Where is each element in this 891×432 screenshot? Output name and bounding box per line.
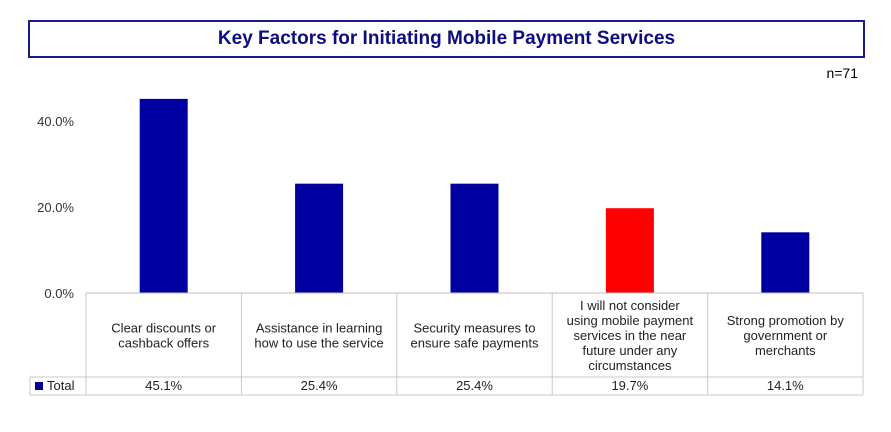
category-label: I will not consider using mobile payment s… <box>567 298 694 373</box>
legend-label: Total <box>47 378 75 393</box>
category-label: Assistance in learning how to use the ser… <box>254 321 383 351</box>
data-label: 19.7% <box>611 378 648 393</box>
category-label: Security measures to ensure safe payments <box>411 321 539 351</box>
y-tick-label: 40.0% <box>37 114 74 129</box>
data-label: 25.4% <box>301 378 338 393</box>
bar <box>605 208 654 293</box>
y-tick-label: 20.0% <box>37 200 74 215</box>
sample-size-label: n=71 <box>826 65 858 81</box>
legend-swatch <box>35 382 43 390</box>
chart-title: Key Factors for Initiating Mobile Paymen… <box>28 20 865 58</box>
category-label: Strong promotion by government or merchant… <box>727 313 845 358</box>
data-label: 25.4% <box>456 378 493 393</box>
data-label: 14.1% <box>767 378 804 393</box>
bar <box>139 98 188 293</box>
y-tick-label: 0.0% <box>44 286 74 301</box>
bar <box>295 183 344 293</box>
category-label: Clear discounts or cashback offers <box>111 321 216 351</box>
bar <box>761 232 810 293</box>
bar <box>450 183 499 293</box>
data-label: 45.1% <box>145 378 182 393</box>
